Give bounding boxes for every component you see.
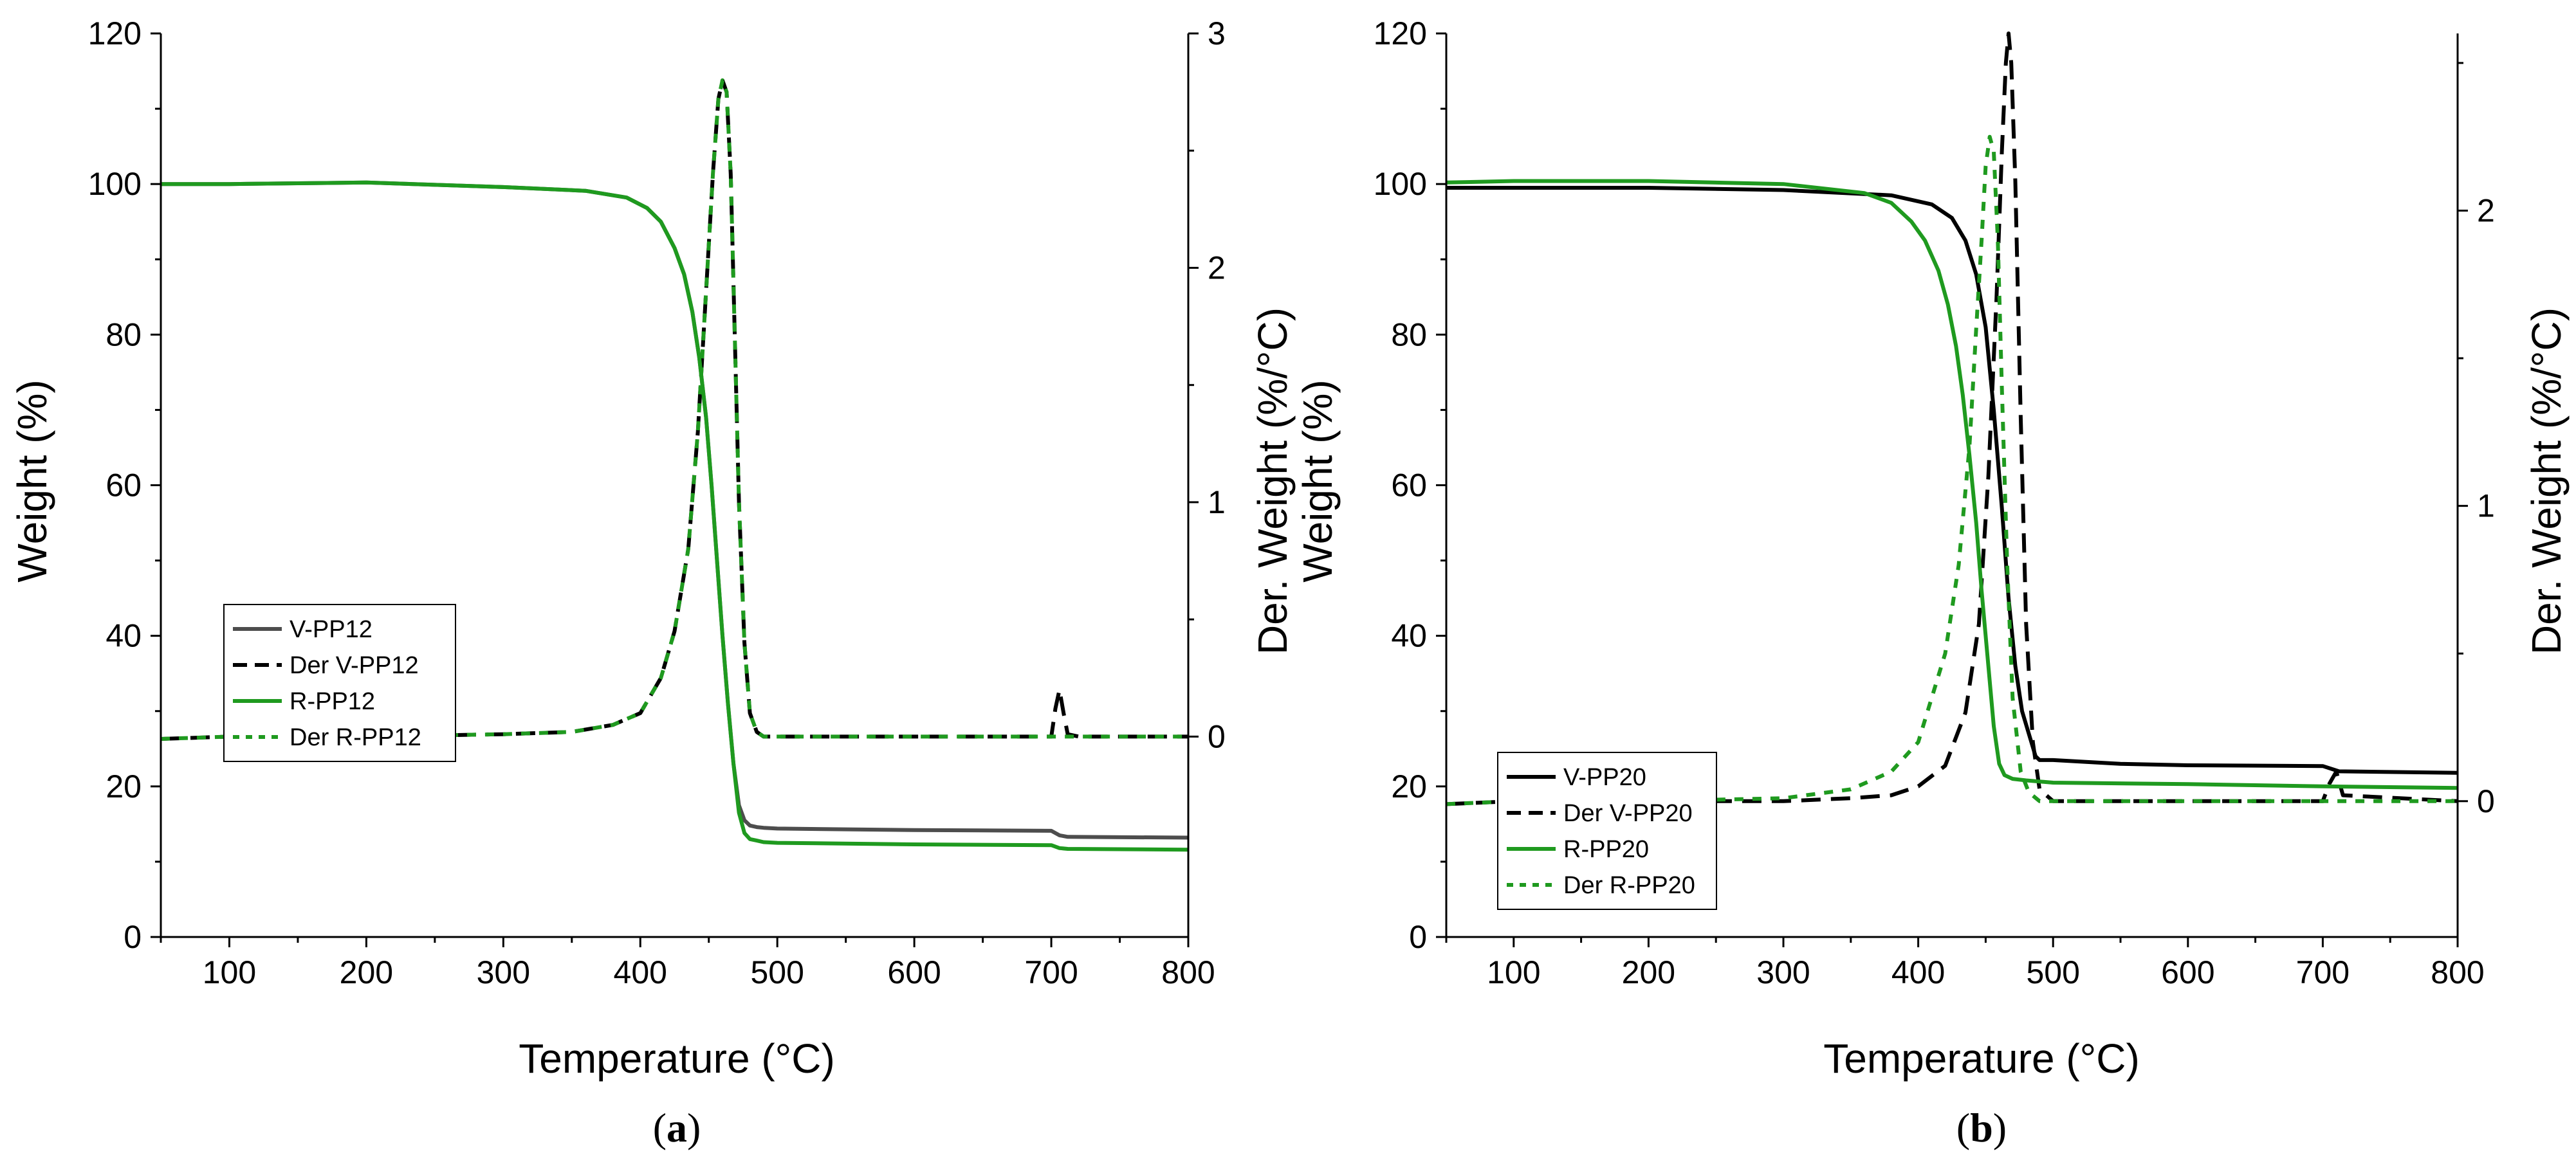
legend-label: Der V-PP12 xyxy=(290,652,419,679)
x-tick-label: 200 xyxy=(340,954,393,990)
x-tick-label: 400 xyxy=(1891,954,1945,990)
y-left-tick-label: 20 xyxy=(106,768,142,805)
x-tick-label: 100 xyxy=(1487,954,1540,990)
y-left-tick-label: 40 xyxy=(106,618,142,654)
y-left-tick-label: 80 xyxy=(1391,316,1427,352)
y-right-tick-label: 1 xyxy=(2477,488,2495,524)
legend-label: V-PP12 xyxy=(290,616,373,643)
axes-group-b: 100 200 300 400 500 600 700 800 0 20 40 60 80 100 120 0… xyxy=(1374,15,2495,990)
series-line-r-pp12 xyxy=(161,180,1189,852)
y-right-tick-label: 1 xyxy=(1208,484,1226,520)
legend-label: R-PP12 xyxy=(290,688,375,715)
legend-label: Der R-PP20 xyxy=(1563,872,1695,899)
legend-a: V-PP12 Der V-PP12 R-PP12 Der R-PP12 xyxy=(223,604,456,762)
x-tick-label: 200 xyxy=(1622,954,1675,990)
svg-text:(a): (a) xyxy=(653,1105,701,1150)
legend-label: Der V-PP20 xyxy=(1563,800,1693,827)
series-line-der-r-pp12 xyxy=(160,78,1188,741)
panel-label-a: (a) xyxy=(653,1105,701,1150)
legend-label: V-PP20 xyxy=(1563,764,1646,791)
panel-label-letter: a xyxy=(667,1105,687,1150)
curves-group-b xyxy=(1446,32,2458,806)
x-tick-label: 500 xyxy=(750,954,804,990)
y-left-tick-label: 120 xyxy=(88,15,142,51)
x-tick-label: 300 xyxy=(1756,954,1810,990)
y-axis-label-left: Weight (%) xyxy=(9,379,55,582)
y-left-tick-label: 80 xyxy=(106,316,142,352)
y-left-tick-label: 20 xyxy=(1391,768,1427,805)
x-tick-label: 700 xyxy=(1024,954,1078,990)
panel-label-b: (b) xyxy=(1956,1105,2007,1150)
legend-label: R-PP20 xyxy=(1563,836,1649,863)
panel-label-letter: b xyxy=(1970,1105,1993,1150)
y-left-tick-label: 60 xyxy=(1391,468,1427,504)
y-left-tick-label: 40 xyxy=(1391,618,1427,654)
legend-label: Der R-PP12 xyxy=(290,724,421,751)
y-left-tick-label: 60 xyxy=(106,468,142,504)
y-right-tick-label: 2 xyxy=(1208,250,1226,286)
x-tick-label: 100 xyxy=(203,954,256,990)
y-right-tick-label: 2 xyxy=(2477,192,2495,228)
chart-panel-a: 100 200 300 400 500 600 700 800 0 20 40 60 80 100 120 0… xyxy=(9,15,1296,1150)
y-right-tick-label: 3 xyxy=(1208,15,1226,51)
y-axis-label-right: Der. Weight (%/°C) xyxy=(2523,307,2570,655)
y-left-tick-label: 100 xyxy=(1374,166,1427,202)
y-axis-label-right: Der. Weight (%/°C) xyxy=(1249,307,1296,655)
x-tick-label: 600 xyxy=(887,954,941,990)
y-left-tick-label: 120 xyxy=(1374,15,1427,51)
y-right-tick-label: 0 xyxy=(1208,718,1226,754)
x-tick-label: 400 xyxy=(614,954,667,990)
chart-panel-b: 100 200 300 400 500 600 700 800 0 20 40 60 80 100 120 0… xyxy=(1294,15,2570,1150)
series-line-der-r-pp20 xyxy=(1446,134,2458,806)
legend-b: V-PP20 Der V-PP20 R-PP20 Der R-PP20 xyxy=(1497,752,1717,910)
x-tick-label: 500 xyxy=(2026,954,2079,990)
x-tick-label: 800 xyxy=(1161,954,1215,990)
x-tick-label: 700 xyxy=(2296,954,2350,990)
y-left-tick-label: 0 xyxy=(124,919,142,955)
y-left-tick-label: 100 xyxy=(88,166,142,202)
y-right-tick-label: 0 xyxy=(2477,783,2495,819)
svg-text:(b): (b) xyxy=(1956,1105,2007,1150)
curves-group-a xyxy=(160,78,1189,852)
x-axis-label: Temperature (°C) xyxy=(1823,1035,2140,1082)
x-tick-label: 800 xyxy=(2431,954,2484,990)
x-tick-label: 300 xyxy=(477,954,530,990)
x-tick-label: 600 xyxy=(2161,954,2214,990)
axes-group-a: 100 200 300 400 500 600 700 800 0 20 40 60 80 100 120 0… xyxy=(88,15,1226,990)
x-axis-label: Temperature (°C) xyxy=(519,1035,835,1082)
y-left-tick-label: 0 xyxy=(1409,919,1427,955)
y-axis-label-left: Weight (%) xyxy=(1294,379,1341,582)
